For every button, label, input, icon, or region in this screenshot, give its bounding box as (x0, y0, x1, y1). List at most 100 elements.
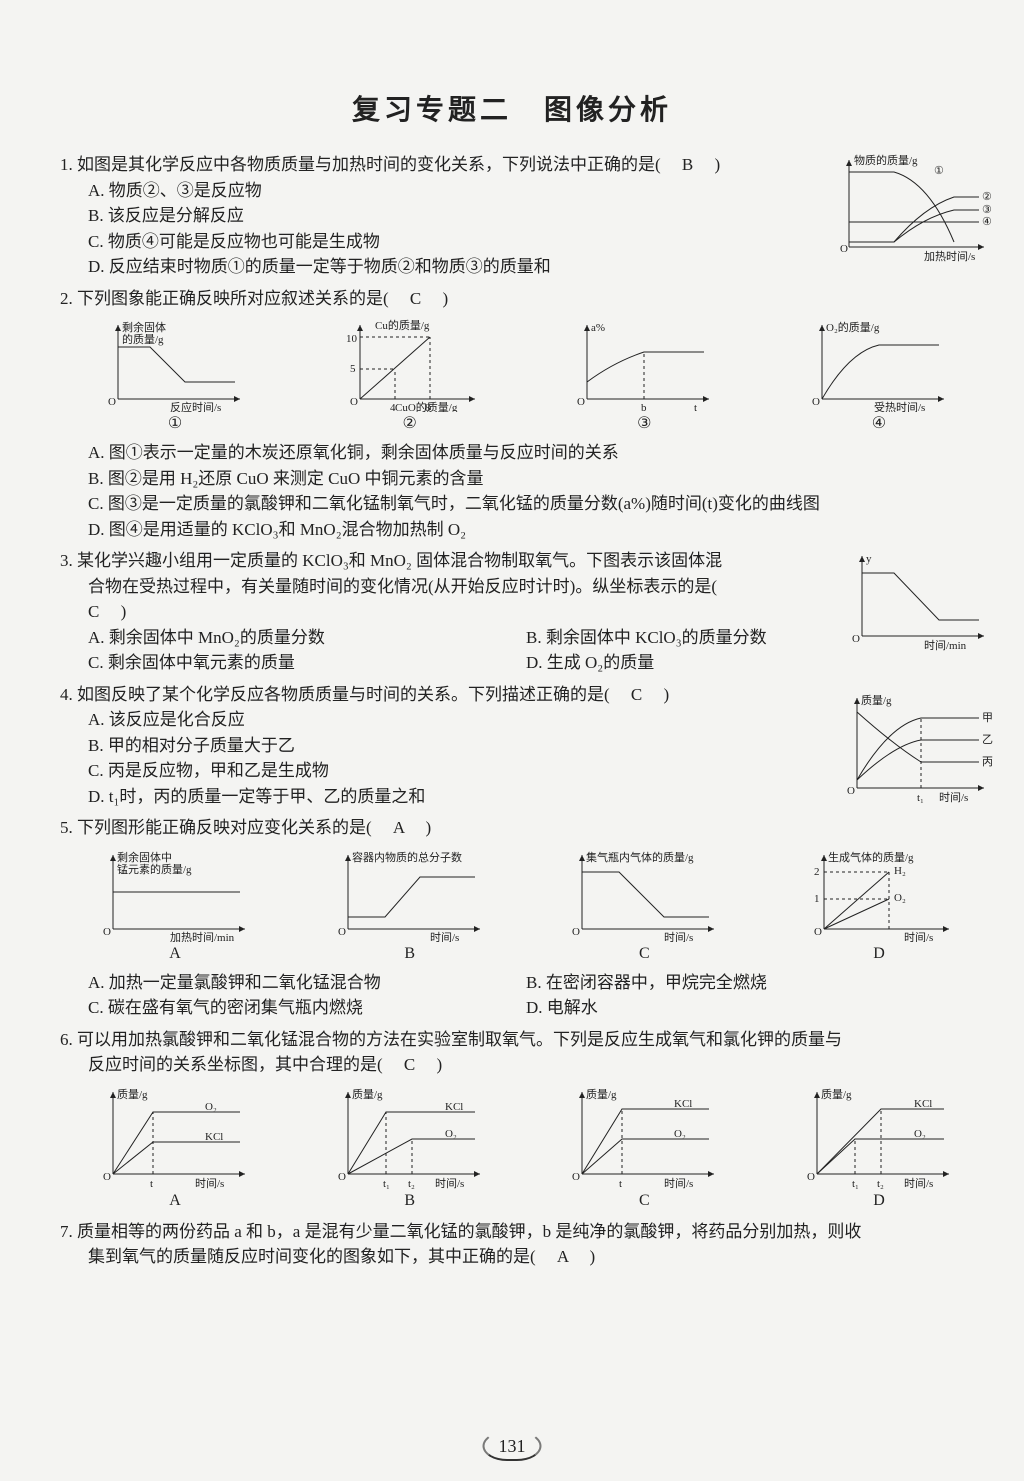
q1-stem: 如图是其化学反应中各物质质量与加热时间的变化关系，下列说法中正确的是( (77, 155, 678, 174)
q3-stem-l1: 某化学兴趣小组用一定质量的 KClO₃和 MnO₂ 固体混合物制取氧气。下图表示… (77, 551, 722, 570)
svg-text:时间/min: 时间/min (924, 639, 967, 652)
svg-text:O₂: O₂ (914, 1128, 926, 1140)
svg-text:O: O (840, 243, 848, 255)
page-title: 复习专题二 图像分析 (60, 90, 964, 132)
svg-text:乙: 乙 (982, 733, 993, 746)
q2-chart-4: O₂的质量/g 受热时间/s O ④ (794, 317, 964, 436)
svg-text:O: O (814, 926, 822, 938)
q1-xlabel: 加热时间/s (924, 250, 975, 262)
svg-text:O: O (572, 926, 580, 938)
svg-text:的质量/g: 的质量/g (122, 332, 164, 346)
svg-text:①: ① (934, 165, 944, 177)
svg-text:O₂: O₂ (445, 1128, 457, 1140)
svg-text:时间/s: 时间/s (195, 1177, 224, 1189)
q6-stem-tail: ) (420, 1055, 443, 1074)
question-7: 7. 质量相等的两份药品 a 和 b，a 是混有少量二氧化锰的氯酸钾，b 是纯净… (60, 1219, 964, 1270)
q2-answer: C (410, 289, 421, 308)
q3-answer: C (60, 602, 99, 621)
q5-chart-b: 容器内物质的总分子数 时间/s O B (325, 847, 495, 966)
svg-text:时间/s: 时间/s (904, 1177, 933, 1189)
q4-figure: 质量/g 时间/s t₁ O 甲 乙 丙 (839, 690, 994, 813)
question-2: 2. 下列图象能正确反映所对应叙述关系的是( C ) 剩余固体 的质量/g 反应… (60, 286, 964, 543)
svg-text:受热时间/s: 受热时间/s (874, 401, 925, 412)
q6-stem-l1: 可以用加热氯酸钾和二氧化锰混合物的方法在实验室制取氧气。下列是反应生成氧气和氯化… (77, 1030, 842, 1049)
q6-charts-row: 质量/g 时间/s t O O₂ KCl A 质量/g 时间/s (90, 1084, 964, 1213)
svg-text:②: ② (982, 191, 992, 203)
svg-text:剩余固体中: 剩余固体中 (117, 850, 172, 864)
q2-chart-2: Cu的质量/g CuO的质量/g O 10 5 4 8 ② (325, 317, 495, 436)
svg-text:集气瓶内气体的质量/g: 集气瓶内气体的质量/g (586, 850, 694, 864)
q4-answer: C (631, 685, 642, 704)
q3-figure: y 时间/min O (844, 548, 994, 661)
q4-opt-c: C. 丙是反应物，甲和乙是生成物 (88, 758, 964, 784)
q1-opt-d: D. 反应结束时物质①的质量一定等于物质②和物质③的质量和 (88, 254, 964, 280)
q7-stem-tail: ) (573, 1247, 596, 1266)
svg-text:t₁: t₁ (852, 1178, 859, 1189)
q1-figure: 物质的质量/g 加热时间/s O ① ② ③ ④ (834, 152, 994, 270)
svg-text:KCl: KCl (674, 1098, 692, 1110)
q5-stem-tail: ) (409, 818, 432, 837)
svg-text:时间/s: 时间/s (939, 791, 968, 804)
q1-answer: B (682, 155, 693, 174)
q5-chart-d: 生成气体的质量/g 时间/s O 2 1 H₂ O₂ D (794, 847, 964, 966)
q6-answer: C (404, 1055, 415, 1074)
q3-opt-c: C. 剩余固体中氧元素的质量 (88, 650, 526, 676)
svg-text:质量/g: 质量/g (586, 1088, 617, 1101)
svg-text:锰元素的质量/g: 锰元素的质量/g (117, 862, 192, 876)
q1-opt-b: B. 该反应是分解反应 (88, 203, 964, 229)
q3-opt-a: A. 剩余固体中 MnO₂的质量分数 (88, 625, 526, 651)
q2-charts-row: 剩余固体 的质量/g 反应时间/s O ① Cu的质量/g CuO的质量/g O… (90, 317, 964, 436)
svg-text:O₂: O₂ (894, 892, 906, 904)
q6-chart-c: 质量/g 时间/s t O KCl O₂ C (559, 1084, 729, 1213)
q5-opt-a: A. 加热一定量氯酸钾和二氧化锰混合物 (88, 970, 526, 996)
svg-text:O: O (572, 1171, 580, 1183)
q5-chart-a: 剩余固体中 锰元素的质量/g 加热时间/min O A (90, 847, 260, 966)
svg-text:1: 1 (814, 893, 820, 905)
question-6: 6. 可以用加热氯酸钾和二氧化锰混合物的方法在实验室制取氧气。下列是反应生成氧气… (60, 1027, 964, 1213)
svg-text:质量/g: 质量/g (352, 1088, 383, 1101)
svg-text:O: O (350, 396, 358, 408)
q1-opt-c: C. 物质④可能是反应物也可能是生成物 (88, 229, 964, 255)
svg-text:8: 8 (425, 402, 431, 412)
q5-chart-c: 集气瓶内气体的质量/g 时间/s O C (559, 847, 729, 966)
svg-text:KCl: KCl (205, 1131, 223, 1143)
svg-text:丙: 丙 (982, 756, 993, 768)
svg-text:O: O (847, 785, 855, 797)
q6-chart-d: 质量/g 时间/s t₁ t₂ O KCl O₂ D (794, 1084, 964, 1213)
q5-num: 5. (60, 818, 73, 837)
q3-stem-l2: 合物在受热过程中，有关量随时间的变化情况(从开始反应时计时)。纵坐标表示的是( (60, 577, 717, 596)
svg-text:a%: a% (591, 322, 605, 334)
q4-opt-d: D. t₁时，丙的质量一定等于甲、乙的质量之和 (88, 784, 964, 810)
svg-text:O₂: O₂ (205, 1101, 217, 1113)
svg-text:时间/s: 时间/s (430, 931, 459, 942)
svg-text:质量/g: 质量/g (821, 1088, 852, 1101)
q1-stem-tail: ) (698, 155, 721, 174)
q7-stem-l2: 集到氧气的质量随反应时间变化的图象如下，其中正确的是( (60, 1247, 553, 1266)
q1-num: 1. (60, 155, 73, 174)
q5-answer: A (393, 818, 404, 837)
q2-chart-3: a% t b O ③ (559, 317, 729, 436)
q7-stem-l1: 质量相等的两份药品 a 和 b，a 是混有少量二氧化锰的氯酸钾，b 是纯净的氯酸… (77, 1222, 861, 1241)
q6-stem-l2: 反应时间的关系坐标图，其中合理的是( (60, 1055, 400, 1074)
svg-text:时间/s: 时间/s (664, 1177, 693, 1189)
q4-opt-a: A. 该反应是化合反应 (88, 707, 964, 733)
svg-text:质量/g: 质量/g (117, 1088, 148, 1101)
q7-num: 7. (60, 1222, 73, 1241)
q2-opt-c: C. 图③是一定质量的氯酸钾和二氧化锰制氧气时，二氧化锰的质量分数(a%)随时间… (88, 491, 964, 517)
svg-text:t: t (619, 1178, 622, 1189)
svg-text:O: O (108, 396, 116, 408)
worksheet-page: 复习专题二 图像分析 1. 如图是其化学反应中各物质质量与加热时间的变化关系，下… (0, 0, 1024, 1481)
svg-text:b: b (641, 402, 647, 412)
page-number: 131 (483, 1431, 542, 1461)
q7-answer: A (557, 1247, 568, 1266)
svg-text:O₂: O₂ (674, 1128, 686, 1140)
svg-text:Cu的质量/g: Cu的质量/g (375, 318, 430, 332)
svg-text:10: 10 (346, 333, 358, 345)
svg-text:H₂: H₂ (894, 865, 906, 877)
q4-stem: 如图反映了某个化学反应各物质质量与时间的关系。下列描述正确的是( (77, 685, 627, 704)
question-4: 4. 如图反映了某个化学反应各物质质量与时间的关系。下列描述正确的是( C ) … (60, 682, 964, 810)
q1-ylabel: 物质的质量/g (854, 153, 918, 167)
q2-opt-b: B. 图②是用 H₂还原 CuO 来测定 CuO 中铜元素的含量 (88, 466, 964, 492)
q1-chart: 物质的质量/g 加热时间/s O ① ② ③ ④ (834, 152, 994, 262)
svg-text:t₁: t₁ (917, 792, 924, 804)
